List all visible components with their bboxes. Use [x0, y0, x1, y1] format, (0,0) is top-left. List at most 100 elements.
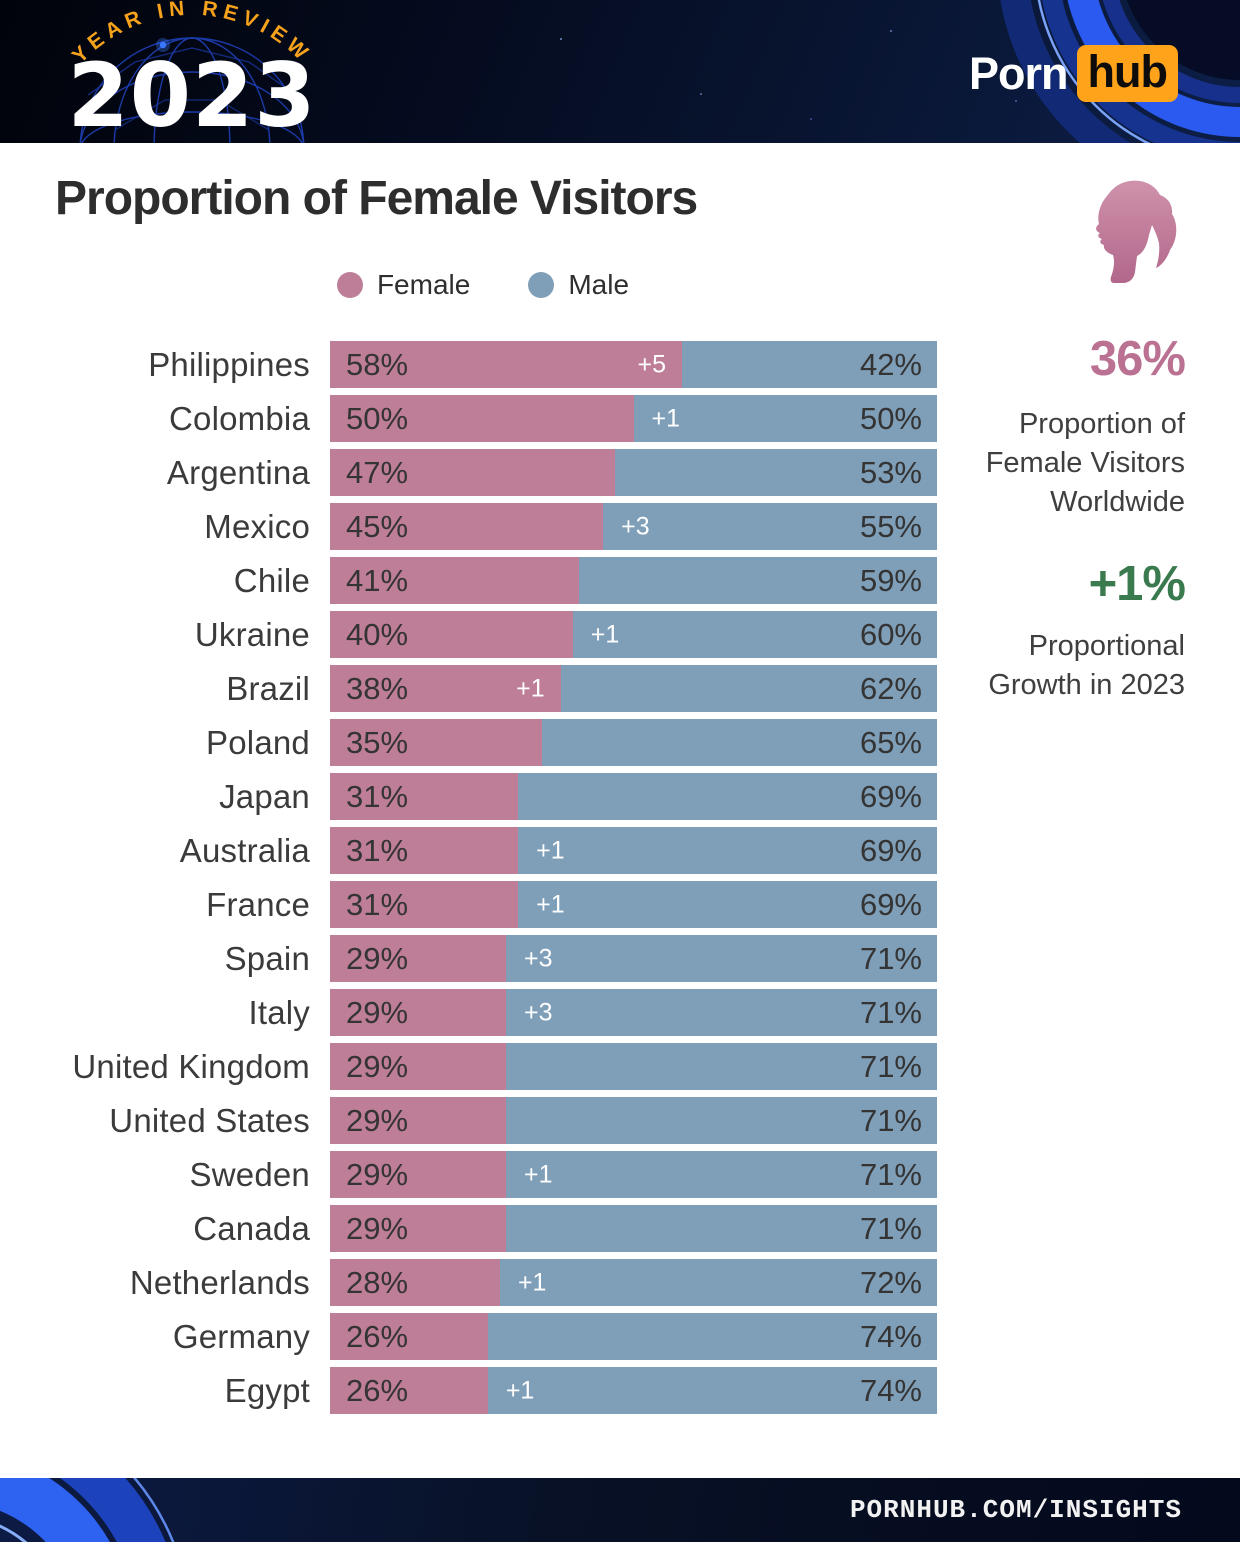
male-bar-segment: 69% [518, 773, 937, 820]
male-bar-segment: 65% [542, 719, 937, 766]
country-label: United States [109, 1101, 310, 1139]
female-percent-label: 29% [346, 1210, 409, 1246]
growth-delta-badge: +5 [637, 350, 667, 378]
female-percent-label: 31% [346, 778, 409, 814]
growth-delta-badge: +1 [590, 620, 620, 648]
growth-delta-badge: +1 [516, 674, 545, 702]
legend-item-female: Female [336, 269, 470, 301]
bar-track: 29% 71% [330, 1205, 937, 1252]
male-percent-label: 74% [859, 1318, 922, 1354]
male-percent-label: 60% [859, 616, 922, 652]
male-bar-segment: 71% [506, 989, 937, 1036]
table-row: Mexico 45% 55% +3 [0, 503, 966, 550]
bar-track: 41% 59% [330, 557, 937, 604]
male-legend-dot-icon [528, 272, 555, 298]
male-percent-label: 59% [859, 562, 922, 598]
country-label: Chile [233, 561, 310, 599]
female-percent-label: 41% [346, 562, 409, 598]
growth-delta-badge: +1 [536, 836, 565, 864]
country-label: Brazil [226, 669, 310, 707]
male-percent-label: 74% [859, 1372, 922, 1408]
country-label: United Kingdom [72, 1047, 310, 1085]
male-percent-label: 69% [859, 778, 922, 814]
female-percent-label: 47% [346, 454, 409, 490]
year-in-review-globe-logo: YEAR IN REVIEW 2023 [68, 0, 315, 143]
bar-track: 28% 72% +1 [330, 1259, 937, 1306]
female-silhouette-icon [1085, 173, 1185, 297]
bar-track: 47% 53% [330, 449, 937, 496]
male-bar-segment: 59% [578, 557, 937, 604]
bar-track: 29% 71% +3 [330, 989, 937, 1036]
female-bar-segment: 31% [330, 881, 519, 928]
table-row: Germany 26% 74% [0, 1313, 966, 1360]
country-label: France [206, 885, 310, 923]
female-bar-segment: 50% [330, 395, 634, 442]
bar-track: 29% 71% +1 [330, 1151, 937, 1198]
female-percent-label: 31% [346, 832, 409, 868]
female-percent-label: 31% [346, 886, 409, 922]
female-percent-label: 29% [346, 1102, 409, 1138]
header-banner: YEAR IN REVIEW 2023 Porn hub [0, 0, 1240, 143]
male-bar-segment: 69% [518, 827, 937, 874]
legend-item-male: Male [528, 269, 629, 301]
female-percent-label: 35% [346, 724, 409, 760]
male-percent-label: 71% [859, 994, 922, 1030]
chart-legend: Female Male [0, 269, 966, 301]
male-bar-segment: 71% [506, 935, 937, 982]
worldwide-proportion-caption: Proportion of Female Visitors Worldwide [985, 408, 1185, 519]
country-label: Philippines [148, 345, 310, 383]
table-row: Philippines 58% 42% +5 [0, 341, 966, 388]
table-row: Canada 29% 71% [0, 1205, 966, 1252]
bar-track: 31% 69% +1 [330, 827, 937, 874]
female-bar-segment: 38% [330, 665, 561, 712]
bar-track: 40% 60% +1 [330, 611, 937, 658]
male-percent-label: 71% [859, 1048, 922, 1084]
male-bar-segment: 50% [633, 395, 937, 442]
female-percent-label: 29% [346, 1156, 409, 1192]
growth-caption: Proportional Growth in 2023 [988, 630, 1185, 702]
table-row: United Kingdom 29% 71% [0, 1043, 966, 1090]
country-label: Australia [179, 831, 310, 869]
female-bar-segment: 29% [330, 989, 507, 1036]
country-label: Mexico [204, 507, 310, 545]
male-bar-segment: 74% [487, 1313, 937, 1360]
male-bar-segment: 72% [499, 1259, 937, 1306]
growth-delta-badge: +1 [517, 1268, 547, 1296]
country-label: Colombia [169, 399, 310, 437]
female-bar-segment: 29% [330, 1097, 507, 1144]
bar-track: 29% 71% +3 [330, 935, 937, 982]
bar-track: 29% 71% [330, 1043, 937, 1090]
bar-track: 26% 74% [330, 1313, 937, 1360]
bar-track: 26% 74% +1 [330, 1367, 937, 1414]
male-bar-segment: 62% [560, 665, 937, 712]
pornhub-logo: Porn hub [969, 45, 1178, 102]
country-label: Poland [206, 723, 310, 761]
male-percent-label: 42% [859, 346, 922, 382]
growth-delta-badge: +1 [505, 1376, 535, 1404]
country-label: Sweden [189, 1155, 310, 1193]
country-label: Italy [248, 993, 310, 1031]
male-bar-segment: 71% [506, 1097, 937, 1144]
growth-value: +1% [1088, 557, 1186, 611]
male-bar-segment: 55% [603, 503, 937, 550]
globe-wireframe-icon [79, 37, 305, 143]
growth-delta-badge: +1 [524, 1160, 553, 1188]
table-row: Chile 41% 59% [0, 557, 966, 604]
male-percent-label: 55% [859, 508, 922, 544]
footer-arcs-decoration [0, 1478, 175, 1542]
bar-track: 31% 69% [330, 773, 937, 820]
female-bar-segment: 31% [330, 827, 519, 874]
table-row: Brazil 38% 62% +1 [0, 665, 966, 712]
globe-glow-halo [156, 38, 170, 52]
bar-track: 29% 71% [330, 1097, 937, 1144]
female-percent-label: 40% [346, 616, 409, 652]
female-bar-segment: 31% [330, 773, 519, 820]
male-bar-segment: 42% [682, 341, 937, 388]
table-row: Australia 31% 69% +1 [0, 827, 966, 874]
growth-delta-badge: +3 [524, 998, 553, 1026]
female-bar-segment: 29% [330, 1205, 507, 1252]
male-percent-label: 65% [859, 724, 922, 760]
female-percent-label: 45% [346, 508, 409, 544]
table-row: Argentina 47% 53% [0, 449, 966, 496]
male-bar-segment: 69% [518, 881, 937, 928]
